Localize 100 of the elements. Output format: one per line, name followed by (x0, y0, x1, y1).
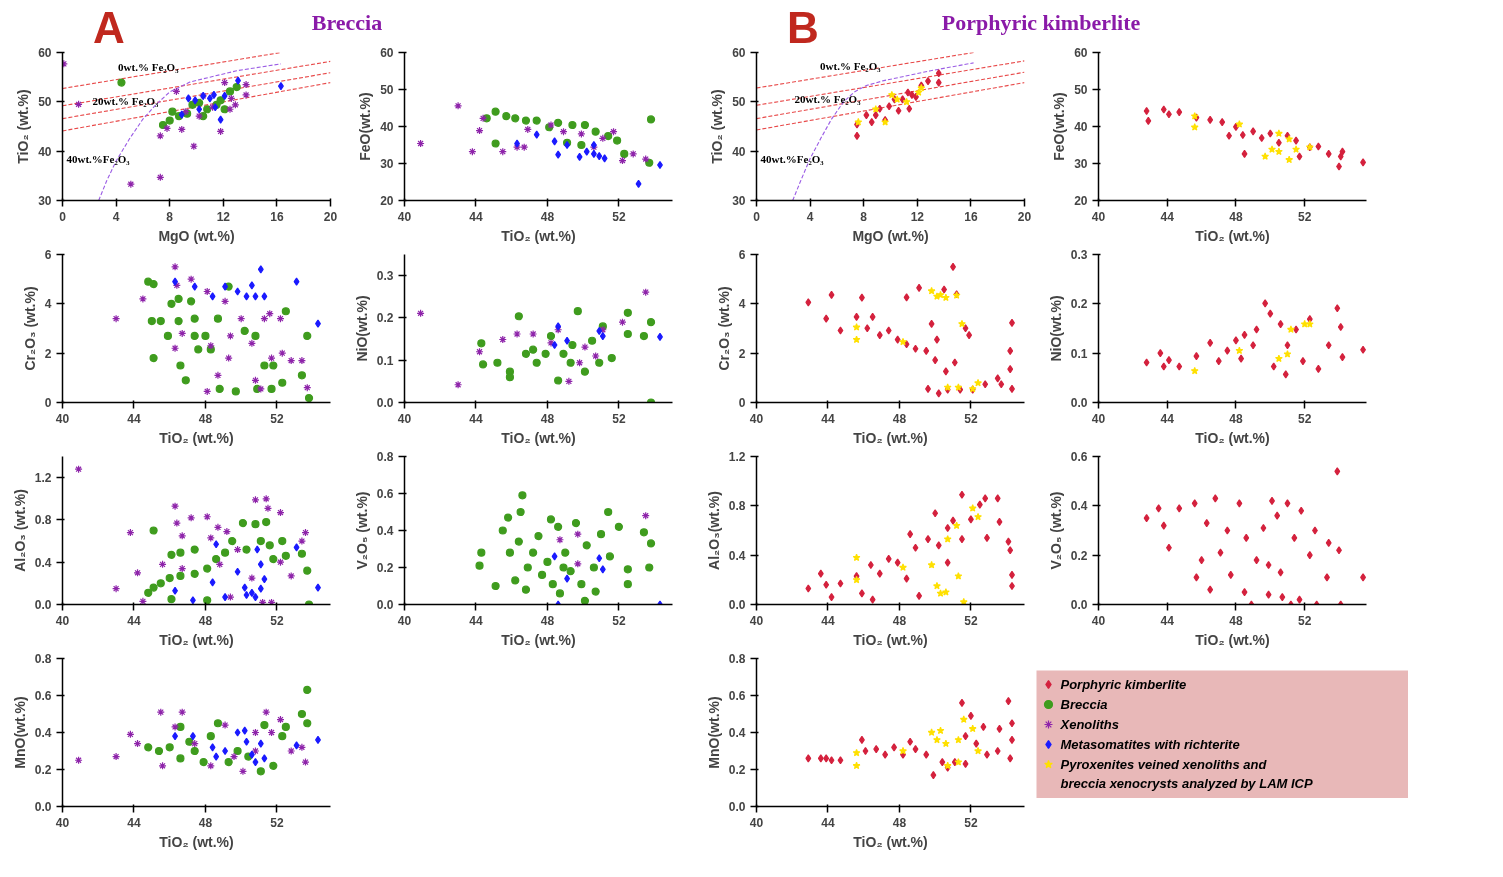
x-tick-label: 44 (127, 613, 141, 628)
y-tick-label: 50 (38, 95, 52, 110)
x-tick-label: 44 (1160, 411, 1175, 426)
y-tick-label: 1.2 (728, 450, 746, 464)
annotation: 20wt.% Fe₂O₃ (92, 94, 160, 107)
y-tick-label: 0.3 (1070, 248, 1088, 262)
x-tick-label: 8 (166, 209, 174, 224)
x-axis-title: TiO₂ (wt.%) (159, 631, 234, 648)
x-tick-label: 40 (397, 209, 412, 224)
y-tick-label: 0.6 (728, 689, 746, 703)
x-tick-label: 52 (964, 411, 978, 426)
x-tick-label: 44 (469, 411, 483, 426)
x-tick-label: 40 (1091, 209, 1106, 224)
x-axis-title: TiO₂ (wt.%) (159, 429, 234, 446)
x-tick-label: 48 (892, 613, 907, 628)
x-tick-label: 48 (1229, 411, 1243, 426)
y-tick-label: 0.4 (728, 548, 746, 563)
x-axis-title: TiO₂ (wt.%) (853, 631, 928, 648)
y-tick-label: 0.0 (1070, 598, 1088, 612)
x-tick-label: 48 (198, 411, 213, 426)
y-tick-label: 0.8 (34, 652, 52, 666)
y-tick-label: 0.2 (376, 311, 394, 326)
x-tick-label: 48 (1229, 209, 1243, 224)
y-tick-label: 60 (1074, 46, 1088, 60)
y-axis-title: Cr₂O₃ (wt.%) (21, 286, 38, 371)
x-tick-label: 48 (540, 613, 555, 628)
x-tick-label: 52 (612, 209, 626, 224)
x-tick-label: 48 (892, 411, 907, 426)
y-tick-label: 0.1 (376, 353, 394, 368)
y-tick-label: 0.8 (728, 499, 746, 514)
y-tick-label: 0.0 (376, 598, 394, 612)
y-tick-label: 0.2 (1070, 548, 1088, 563)
x-tick-label: 52 (270, 411, 284, 426)
y-tick-label: 50 (732, 95, 746, 110)
y-tick-label: 0.0 (1070, 396, 1088, 410)
x-axis-title: MgO (wt.%) (158, 227, 235, 244)
chart-title: Breccia (311, 10, 383, 35)
y-axis-title: V₂O₅ (wt.%) (353, 491, 370, 570)
x-tick-label: 20 (1017, 209, 1032, 224)
y-tick-label: 0.0 (34, 800, 52, 814)
y-tick-label: 0.6 (34, 689, 52, 703)
x-tick-label: 12 (910, 209, 925, 224)
x-tick-label: 40 (1091, 613, 1106, 628)
y-tick-label: 6 (738, 248, 746, 262)
x-tick-label: 48 (540, 411, 555, 426)
y-tick-label: 2 (44, 346, 52, 361)
y-axis-title: MnO(wt.%) (705, 696, 722, 769)
x-tick-label: 16 (270, 209, 284, 224)
x-tick-label: 40 (749, 815, 764, 830)
y-axis-title: V₂O₅ (wt.%) (1047, 491, 1064, 570)
y-tick-label: 0.4 (1070, 499, 1088, 514)
y-axis-title: FeO(wt.%) (1051, 92, 1068, 161)
annotation: 40wt.%Fe₂O₃ (760, 152, 825, 165)
x-tick-label: 44 (127, 411, 141, 426)
y-tick-label: 0.4 (34, 726, 52, 740)
x-tick-label: 52 (612, 411, 626, 426)
y-axis-title: FeO(wt.%) (357, 92, 374, 161)
x-tick-label: 16 (964, 209, 978, 224)
y-axis-title: TiO₂ (wt.%) (709, 89, 726, 164)
x-tick-label: 48 (892, 815, 907, 830)
x-tick-label: 40 (397, 613, 412, 628)
y-axis-title: Cr₂O₃ (wt.%) (715, 286, 732, 371)
x-tick-label: 44 (821, 815, 835, 830)
y-tick-label: 0.8 (728, 652, 746, 666)
y-tick-label: 0.0 (34, 598, 52, 612)
y-axis-title: MnO(wt.%) (11, 696, 28, 769)
y-tick-label: 0.6 (376, 487, 394, 501)
y-tick-label: 50 (1074, 83, 1088, 97)
text: A (93, 2, 125, 54)
annotation: 0wt.% Fe₂O₃ (820, 59, 882, 72)
x-tick-label: 52 (964, 613, 978, 628)
y-tick-label: 0 (738, 396, 746, 410)
annotation: 40wt.%Fe₂O₃ (66, 152, 131, 165)
y-axis-title: Al₂O₃ (wt.%) (11, 489, 28, 572)
y-axis-title: TiO₂ (wt.%) (15, 89, 32, 164)
x-tick-label: 8 (860, 209, 868, 224)
legend-label: Metasomatites with richterite (1060, 736, 1240, 752)
x-tick-label: 44 (469, 613, 483, 628)
y-tick-label: 40 (1074, 120, 1088, 134)
x-tick-label: 40 (1091, 411, 1106, 426)
y-tick-label: 0.0 (728, 800, 746, 814)
x-tick-label: 12 (216, 209, 231, 224)
x-tick-label: 44 (127, 815, 141, 830)
y-tick-label: 0.0 (376, 396, 394, 410)
x-axis-title: MgO (wt.%) (852, 227, 929, 244)
x-axis-title: TiO₂ (wt.%) (853, 429, 928, 446)
y-tick-label: 0 (44, 396, 52, 410)
y-axis-title: NiO(wt.%) (353, 295, 370, 362)
y-tick-label: 0.8 (376, 450, 394, 464)
y-tick-label: 0.0 (728, 598, 746, 612)
x-axis-title: TiO₂ (wt.%) (501, 631, 576, 648)
chart-title: Porphyric kimberlite (941, 10, 1141, 35)
y-tick-label: 30 (38, 194, 52, 208)
x-tick-label: 52 (612, 613, 626, 628)
x-axis-title: TiO₂ (wt.%) (501, 227, 576, 244)
x-tick-label: 52 (964, 815, 978, 830)
y-tick-label: 60 (380, 46, 394, 60)
legend-label: Breccia (1060, 696, 1108, 712)
y-tick-label: 0.4 (728, 726, 746, 740)
x-tick-label: 48 (198, 613, 213, 628)
